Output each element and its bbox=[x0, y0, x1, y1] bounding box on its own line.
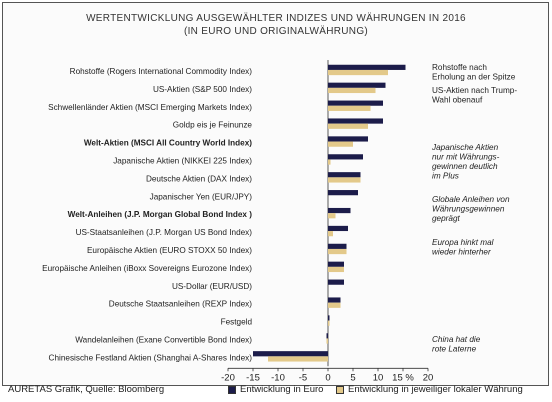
bar-local bbox=[328, 87, 376, 94]
x-tick-label: -20 bbox=[221, 372, 235, 383]
bar-local bbox=[328, 248, 347, 255]
x-tick-label: -15 bbox=[246, 372, 260, 383]
category-label: Welt-Anleihen (J.P. Morgan Global Bond I… bbox=[68, 210, 253, 219]
category-label: Welt-Aktien (MSCI All Country World Inde… bbox=[84, 139, 252, 148]
category-label: Japanische Aktien (NIKKEI 225 Index) bbox=[113, 156, 252, 165]
bar-euro bbox=[328, 82, 386, 88]
bar-local bbox=[328, 141, 353, 147]
annotation-text: gewinnen deutlich bbox=[432, 162, 498, 171]
category-label: Rohstoffe (Rogers International Commodit… bbox=[70, 67, 253, 76]
bar-local bbox=[328, 320, 330, 326]
annotation-text: US-Aktien nach Trump- bbox=[432, 86, 517, 95]
legend-item-local: Entwicklung in jeweiliger lokaler Währun… bbox=[336, 384, 523, 395]
annotation-text: wieder hinterher bbox=[432, 248, 491, 257]
bar-local bbox=[328, 159, 331, 165]
chart-title: WERTENTWICKLUNG AUSGEWÄHLTER INDIZES UND… bbox=[86, 13, 466, 24]
x-tick-label: 5 bbox=[350, 372, 355, 383]
category-label: Deutsche Staatsanleihen (REXP Index) bbox=[109, 300, 252, 309]
x-tick-label: -5 bbox=[299, 372, 307, 383]
bar-euro bbox=[326, 333, 328, 339]
bar-euro bbox=[328, 243, 347, 249]
bar-local bbox=[328, 266, 344, 273]
legend-label-local: Entwicklung in jeweiliger lokaler Währun… bbox=[348, 384, 523, 395]
chart-title-block: WERTENTWICKLUNG AUSGEWÄHLTER INDIZES UND… bbox=[0, 12, 552, 38]
annotation-text: Erholung an der Spitze bbox=[432, 73, 516, 82]
bar-local bbox=[328, 177, 361, 183]
chart-subtitle: (IN EURO UND ORIGINALWÄHRUNG) bbox=[183, 26, 369, 37]
category-label: Europäische Aktien (EURO STOXX 50 Index) bbox=[87, 246, 252, 255]
bar-euro bbox=[328, 315, 330, 321]
annotation-text: Globale Anleihen von bbox=[432, 195, 510, 204]
category-label: Europäische Anleihen (iBoxx Sovereigns E… bbox=[42, 264, 252, 273]
x-tick-label: -10 bbox=[271, 372, 285, 383]
bar-euro bbox=[328, 190, 358, 196]
x-tick-label: 20 bbox=[423, 372, 434, 383]
bar-euro bbox=[328, 136, 368, 142]
bar-euro bbox=[328, 100, 383, 106]
chart-frame bbox=[2, 2, 549, 386]
bar-euro bbox=[328, 154, 363, 160]
annotation-text: Währungsgewinnen bbox=[432, 205, 505, 214]
bar-local bbox=[328, 231, 333, 237]
bar-euro bbox=[328, 172, 361, 178]
bar-local bbox=[326, 338, 328, 344]
category-label: Japanischer Yen (EUR/JPY) bbox=[150, 192, 253, 201]
x-tick-label: 15 % bbox=[392, 372, 414, 383]
bar-local bbox=[328, 213, 336, 219]
annotation-text: Rohstoffe nach bbox=[432, 63, 487, 72]
annotation-text: rote Laterne bbox=[432, 345, 477, 354]
bar-local bbox=[328, 302, 341, 308]
bar-local bbox=[328, 105, 371, 111]
x-tick-label: 10 bbox=[373, 372, 384, 383]
chart-source: AURETAS Grafik, Quelle: Bloomberg bbox=[8, 384, 165, 395]
category-label: Festgeld bbox=[221, 318, 253, 327]
category-label: US-Staatsanleihen (J.P. Morgan US Bond I… bbox=[76, 228, 253, 237]
legend-item-euro: Entwicklung in Euro bbox=[228, 384, 323, 395]
legend-swatch-euro bbox=[228, 385, 236, 394]
legend-label-euro: Entwicklung in Euro bbox=[240, 384, 324, 395]
bar-euro bbox=[328, 207, 351, 214]
bar-euro bbox=[328, 118, 383, 124]
x-tick-label: 0 bbox=[325, 372, 330, 383]
bar-euro bbox=[253, 351, 328, 357]
legend-swatch-local bbox=[336, 385, 344, 394]
bar-euro bbox=[328, 297, 341, 303]
annotation-text: nur mit Währungs- bbox=[432, 153, 500, 162]
bar-local bbox=[328, 69, 388, 76]
annotation-text: Wahl obenauf bbox=[432, 96, 483, 105]
annotation-text: Japanische Aktien bbox=[431, 143, 499, 152]
category-label: US-Dollar (EUR/USD) bbox=[172, 282, 252, 291]
category-label: Schwellenländer Aktien (MSCI Emerging Ma… bbox=[48, 103, 252, 112]
category-label: US-Aktien (S&P 500 Index) bbox=[153, 85, 252, 94]
category-label: Deutsche Aktien (DAX Index) bbox=[146, 174, 252, 183]
category-label: Chinesische Festland Aktien (Shanghai A-… bbox=[49, 353, 253, 362]
bar-euro bbox=[328, 261, 344, 267]
bar-local bbox=[268, 356, 328, 362]
annotation-text: im Plus bbox=[432, 172, 459, 181]
bar-euro bbox=[328, 64, 406, 70]
bar-local bbox=[328, 123, 368, 129]
bar-euro bbox=[328, 225, 348, 232]
category-label: Goldp eis je Feinunze bbox=[173, 121, 253, 130]
category-label: Wandelanleihen (Exane Convertible Bond I… bbox=[75, 335, 252, 344]
annotation-text: Europa hinkt mal bbox=[432, 238, 494, 247]
bar-euro bbox=[328, 279, 344, 285]
annotation-text: China hat die bbox=[432, 335, 481, 344]
annotation-text: geprägt bbox=[432, 214, 460, 223]
